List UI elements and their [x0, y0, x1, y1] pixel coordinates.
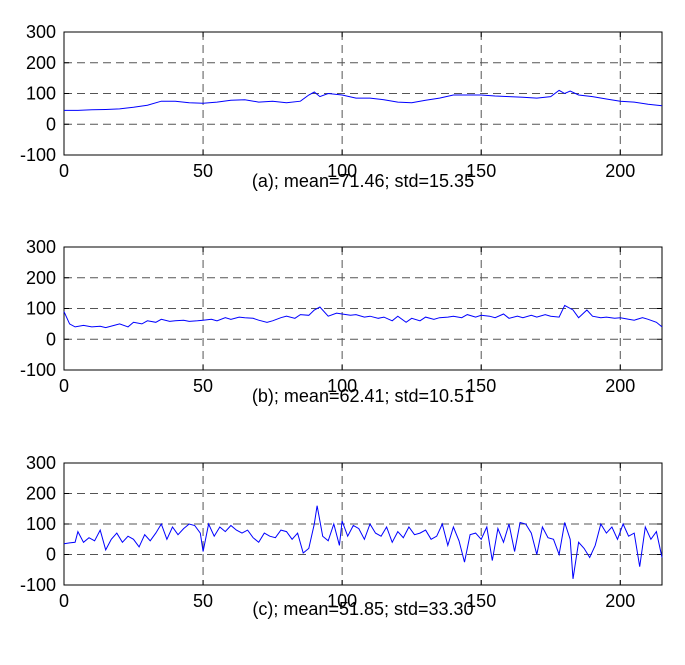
- x-tick-label: 0: [59, 161, 69, 181]
- y-tick-label: -100: [20, 145, 56, 165]
- series-line: [64, 89, 663, 111]
- y-tick-label: -100: [20, 575, 56, 595]
- x-tick-label: 50: [193, 161, 213, 181]
- x-tick-label: 100: [327, 161, 357, 181]
- chart-caption: (a); mean=71.46; std=15.35: [252, 171, 474, 191]
- y-tick-label: 0: [46, 114, 56, 134]
- y-tick-label: 0: [46, 545, 56, 565]
- chart-caption: (c); mean=51.85; std=33.30: [252, 599, 473, 619]
- series-line: [63, 505, 663, 579]
- y-tick-label: -100: [20, 360, 56, 380]
- y-tick-label: 100: [26, 299, 56, 319]
- y-tick-label: 100: [26, 514, 56, 534]
- y-tick-label: 300: [26, 237, 56, 257]
- x-tick-label: 200: [605, 376, 635, 396]
- x-tick-label: 150: [466, 376, 496, 396]
- x-tick-label: 150: [466, 591, 496, 611]
- x-tick-label: 150: [466, 161, 496, 181]
- x-tick-label: 100: [327, 591, 357, 611]
- x-tick-label: 50: [193, 376, 213, 396]
- y-tick-label: 300: [26, 453, 56, 473]
- chart-caption: (b); mean=62.41; std=10.51: [252, 386, 474, 406]
- y-tick-label: 200: [26, 484, 56, 504]
- y-tick-label: 200: [26, 53, 56, 73]
- y-tick-label: 300: [26, 22, 56, 42]
- x-tick-label: 200: [605, 161, 635, 181]
- series-line: [63, 304, 663, 329]
- y-tick-label: 100: [26, 84, 56, 104]
- x-tick-label: 100: [327, 376, 357, 396]
- x-tick-label: 0: [59, 376, 69, 396]
- y-tick-label: 0: [46, 329, 56, 349]
- y-tick-label: 200: [26, 268, 56, 288]
- x-tick-label: 0: [59, 591, 69, 611]
- x-tick-label: 50: [193, 591, 213, 611]
- x-tick-label: 200: [605, 591, 635, 611]
